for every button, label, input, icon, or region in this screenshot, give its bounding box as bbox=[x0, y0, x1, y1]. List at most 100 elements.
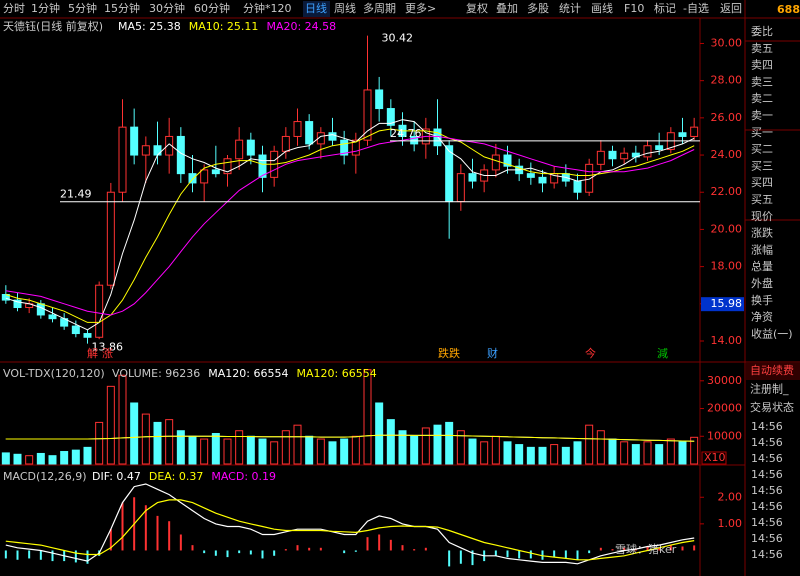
event-marker[interactable]: 财 bbox=[487, 346, 498, 360]
status-label: 自动续费 bbox=[750, 363, 794, 377]
trade-time: 14:56 bbox=[751, 532, 783, 545]
event-marker[interactable]: 今 bbox=[585, 346, 596, 360]
y-tick-label: 30.00 bbox=[711, 36, 743, 49]
toolbar-item[interactable]: 更多> bbox=[405, 1, 436, 15]
volume-bar bbox=[258, 438, 267, 465]
candle-body bbox=[596, 150, 605, 165]
volume-bar bbox=[491, 435, 500, 465]
toolbar-item[interactable]: 画线 bbox=[591, 1, 613, 15]
toolbar-item[interactable]: 1分钟 bbox=[31, 1, 60, 15]
volume-bar bbox=[211, 432, 220, 465]
quote-label: 涨幅 bbox=[751, 243, 773, 256]
trade-time: 14:56 bbox=[751, 452, 783, 465]
y-tick-label: 14.00 bbox=[711, 334, 743, 347]
toolbar-item[interactable]: 周线 bbox=[334, 1, 356, 15]
volume-ma-line bbox=[5, 434, 695, 442]
candle-body bbox=[433, 128, 442, 147]
volume-bar bbox=[445, 421, 454, 465]
volume-bar bbox=[596, 430, 605, 465]
trade-time: 14:56 bbox=[751, 468, 783, 481]
toolbar-item[interactable]: 15分钟 bbox=[104, 1, 140, 15]
candle-body bbox=[165, 135, 174, 156]
toolbar-item[interactable]: 分钟*120 bbox=[243, 1, 292, 15]
volume-bar bbox=[13, 453, 22, 465]
legend-entry: MA120: 66554 bbox=[208, 367, 288, 380]
y-tick-label: 24.00 bbox=[711, 148, 743, 161]
volume-bar bbox=[223, 438, 232, 465]
toolbar-item[interactable]: -自选 bbox=[683, 2, 709, 15]
candle-body bbox=[293, 121, 302, 137]
y-tick-label: 10000 bbox=[707, 429, 742, 442]
panel-title: 天德钰(日线 前复权) bbox=[3, 19, 103, 33]
candle-body bbox=[608, 150, 617, 160]
toolbar-item[interactable]: 5分钟 bbox=[68, 1, 97, 15]
volume-bar bbox=[468, 438, 477, 465]
candle-body bbox=[118, 126, 127, 193]
legend-entry: DEA: 0.37 bbox=[149, 470, 203, 483]
ma-line bbox=[5, 128, 695, 323]
volume-bar bbox=[666, 438, 675, 465]
quote-label: 现价 bbox=[751, 210, 773, 223]
event-marker[interactable]: 涨 bbox=[102, 347, 113, 360]
quote-label: 买一 bbox=[751, 126, 773, 139]
candle-body bbox=[585, 163, 594, 193]
volume-bar bbox=[36, 452, 45, 465]
candle-body bbox=[375, 89, 384, 110]
volume-bar bbox=[83, 446, 92, 465]
candle-body bbox=[445, 145, 454, 203]
toolbar-item[interactable]: 分时 bbox=[3, 2, 25, 15]
event-marker[interactable]: 跌跌 bbox=[438, 346, 460, 360]
event-marker[interactable]: 減 bbox=[657, 346, 668, 360]
candle-body bbox=[48, 314, 57, 320]
toolbar-item[interactable]: 统计 bbox=[559, 2, 581, 15]
quote-label: 总量 bbox=[751, 259, 773, 273]
volume-bar bbox=[176, 430, 185, 465]
volume-bar bbox=[270, 441, 279, 465]
quote-label: 收益(一) bbox=[751, 326, 793, 340]
toolbar-item[interactable]: 多周期 bbox=[363, 1, 396, 15]
toolbar-item[interactable]: 叠加 bbox=[496, 2, 518, 15]
reference-label: 24.76 bbox=[390, 127, 422, 140]
volume-bar bbox=[538, 446, 547, 465]
candle-body bbox=[491, 154, 500, 171]
reference-label: 21.49 bbox=[60, 188, 92, 201]
candle-body bbox=[200, 169, 209, 184]
trade-time: 14:56 bbox=[751, 500, 783, 513]
candle-body bbox=[328, 132, 337, 141]
status-label: 交易状态 bbox=[750, 400, 794, 414]
y-tick-label: 28.00 bbox=[711, 74, 743, 87]
toolbar-item[interactable]: 返回 bbox=[720, 2, 742, 15]
volume-bar bbox=[526, 446, 535, 465]
quote-label: 买二 bbox=[751, 143, 773, 156]
candle-body bbox=[655, 145, 664, 150]
toolbar-item[interactable]: 多股 bbox=[527, 1, 549, 15]
volume-bar bbox=[678, 441, 687, 465]
volume-bar bbox=[141, 413, 150, 465]
volume-bar bbox=[188, 435, 197, 465]
volume-bar bbox=[281, 430, 290, 465]
legend-entry: MA20: 24.58 bbox=[266, 20, 336, 33]
toolbar-item[interactable]: 复权 bbox=[466, 1, 488, 15]
volume-bar bbox=[200, 438, 209, 465]
event-marker[interactable]: 解 bbox=[87, 346, 98, 360]
toolbar-active-bg bbox=[303, 1, 330, 17]
candle-body bbox=[188, 173, 197, 184]
toolbar-item[interactable]: 标记 bbox=[654, 1, 676, 15]
panel-title: MACD(12,26,9) bbox=[3, 470, 87, 483]
volume-bar bbox=[375, 402, 384, 465]
candle-body bbox=[690, 126, 699, 137]
candle-body bbox=[316, 132, 325, 145]
volume-bar bbox=[351, 435, 360, 465]
cursor-price: 15.98 bbox=[711, 297, 743, 310]
trade-time: 14:56 bbox=[751, 484, 783, 497]
toolbar-item[interactable]: 30分钟 bbox=[149, 1, 185, 15]
toolbar-item[interactable]: 60分钟 bbox=[194, 1, 230, 15]
toolbar-item[interactable]: 日线 bbox=[305, 1, 327, 15]
legend-entry: MA120: 66554 bbox=[296, 367, 376, 380]
volume-bar bbox=[363, 369, 372, 465]
volume-bar bbox=[503, 441, 512, 465]
toolbar-item[interactable]: F10 bbox=[624, 2, 644, 15]
volume-bar bbox=[48, 455, 57, 465]
cursor-price-box bbox=[701, 297, 744, 312]
